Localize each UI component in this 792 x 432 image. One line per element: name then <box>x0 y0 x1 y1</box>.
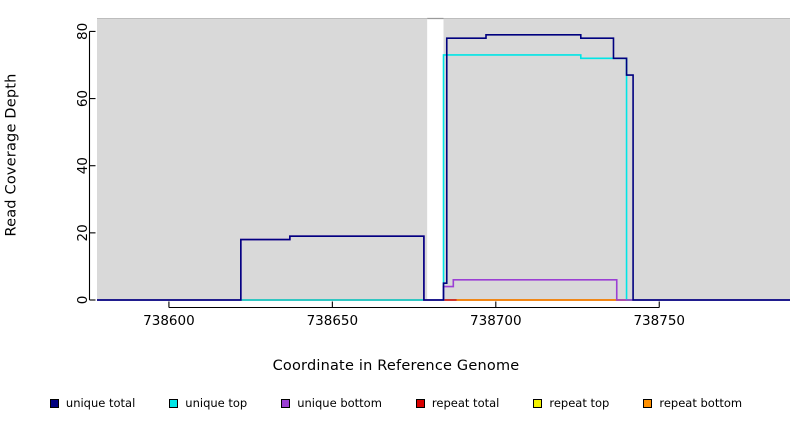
x-axis-title: Coordinate in Reference Genome <box>272 358 520 374</box>
legend-item: repeat bottom <box>643 396 743 410</box>
legend-item: repeat top <box>533 396 610 410</box>
chart-legend: unique total unique top unique bottom repea… <box>0 396 792 410</box>
legend-swatch-icon <box>415 399 425 409</box>
series-line <box>97 33 790 301</box>
legend-swatch-icon <box>533 399 543 409</box>
series-line <box>97 54 790 301</box>
x-axis-tick-label: 738650 <box>307 313 359 329</box>
y-axis-tick-label: 60 <box>75 90 91 107</box>
y-axis-tick-label: 20 <box>75 224 91 241</box>
legend-item-label: unique total <box>65 396 136 410</box>
y-axis-title: Read Coverage Depth <box>0 0 24 310</box>
x-axis-tick-label: 738700 <box>470 313 522 329</box>
legend-swatch-icon <box>643 399 653 409</box>
legend-item: unique top <box>169 396 248 410</box>
y-axis-title-text: Read Coverage Depth <box>4 73 20 237</box>
legend-swatch-icon <box>49 399 59 409</box>
axes-group: 0 20 40 60 80 738600 738650 738700 738750 <box>75 23 685 329</box>
legend-item-label: repeat total <box>431 396 500 410</box>
legend-swatch-icon <box>169 399 179 409</box>
legend-item-label: unique bottom <box>297 396 382 410</box>
plot-area: 0 20 40 60 80 738600 738650 738700 738750 <box>75 17 790 329</box>
y-axis-tick-label: 40 <box>75 157 91 174</box>
coverage-gap-band <box>427 18 444 300</box>
legend-item: unique bottom <box>281 396 382 410</box>
y-axis-tick-label: 0 <box>75 296 91 305</box>
coverage-chart: 0 20 40 60 80 738600 738650 738700 738750 <box>75 17 790 329</box>
x-axis-tick-label: 738600 <box>143 313 195 329</box>
legend-item-label: repeat top <box>549 396 610 410</box>
series-group <box>97 33 790 301</box>
y-axis-tick-label: 80 <box>75 23 91 40</box>
legend-item: unique total <box>49 396 136 410</box>
legend-item: repeat total <box>415 396 500 410</box>
legend-item-label: repeat bottom <box>659 396 743 410</box>
x-axis-tick-label: 738750 <box>633 313 685 329</box>
legend-item-label: unique top <box>185 396 248 410</box>
legend-swatch-icon <box>281 399 291 409</box>
